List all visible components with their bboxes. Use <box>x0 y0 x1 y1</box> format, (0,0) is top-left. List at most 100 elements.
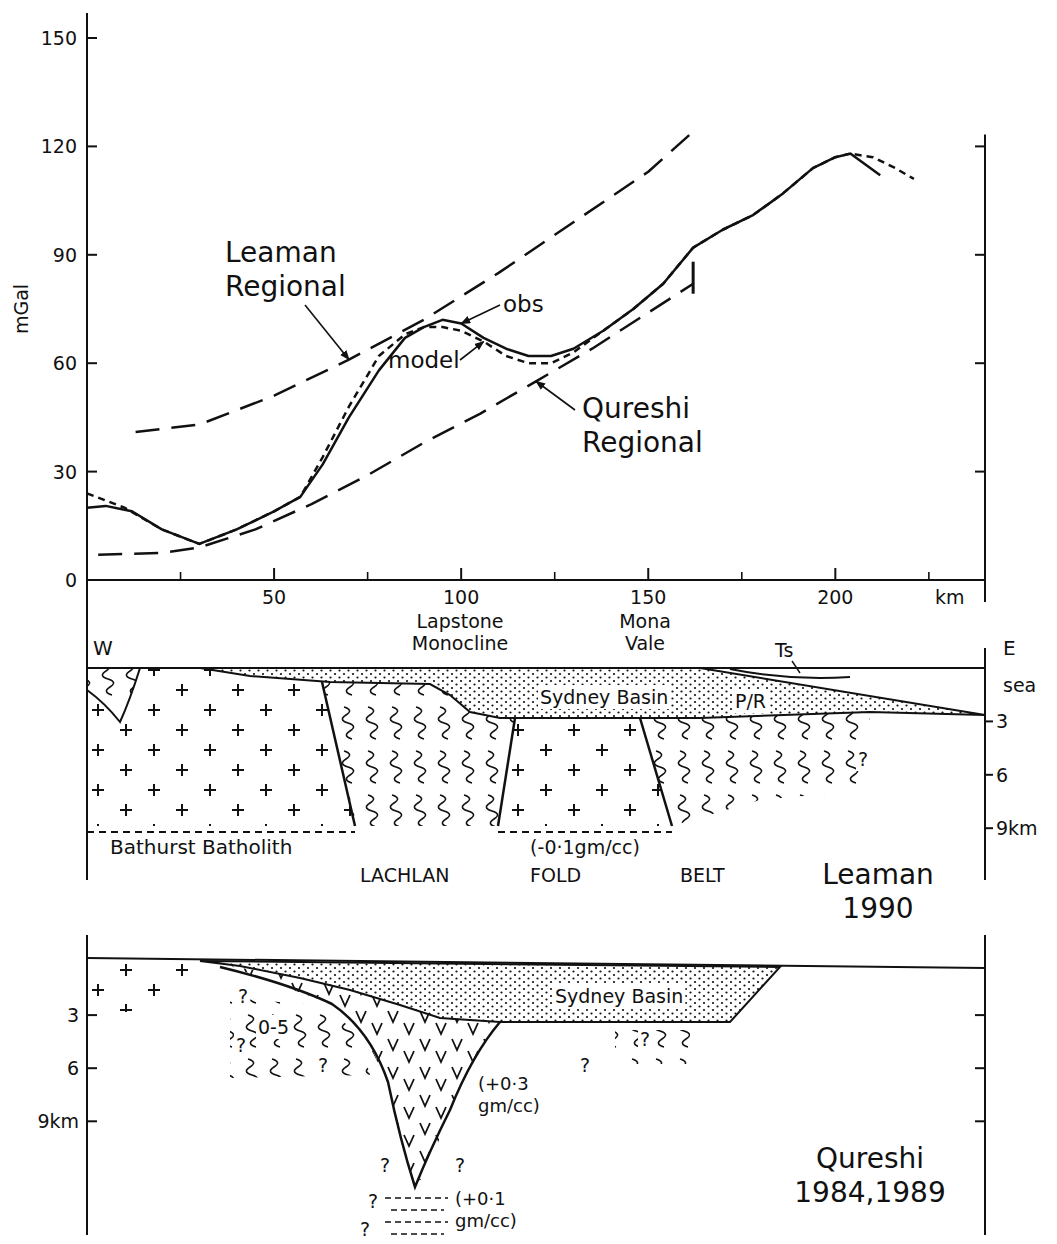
x-minor-tick <box>741 572 743 580</box>
series-line <box>98 284 693 555</box>
text-line: Leaman <box>822 858 934 891</box>
text-line: 30 <box>53 461 77 483</box>
place-label: LapstoneMonocline <box>412 610 508 654</box>
text-line: 150 <box>630 586 666 608</box>
text-line: Bathurst Batholith <box>110 835 292 859</box>
leader-line <box>792 661 800 673</box>
label-background <box>234 1033 248 1057</box>
text-line: (-0·1gm/cc) <box>530 836 640 858</box>
text-line: 9km <box>996 817 1038 839</box>
depth-tick <box>985 827 993 829</box>
depth-tick-label: 9km <box>996 817 1038 839</box>
series-annotation: LeamanRegional <box>225 236 346 303</box>
query-label: ? <box>368 1190 378 1212</box>
text-line: Ts <box>774 639 793 661</box>
annotation-arrow <box>305 305 349 360</box>
text-line: LACHLAN <box>360 864 449 886</box>
base-line <box>87 831 355 833</box>
y-tick-label: 90 <box>53 244 77 266</box>
query-label: ? <box>640 1028 650 1050</box>
text-line: Leaman <box>225 236 337 269</box>
depth-axis-right <box>984 935 986 1235</box>
label-background <box>638 1027 652 1051</box>
label-background <box>358 1217 372 1241</box>
depth-tick-right <box>975 1014 985 1016</box>
label-background <box>366 1189 380 1213</box>
fold-belt-unit <box>615 1030 690 1064</box>
text-line: ? <box>858 748 868 770</box>
direction-label: W <box>93 636 113 660</box>
x-tick <box>647 568 649 580</box>
text-line: ? <box>640 1028 650 1050</box>
x-tick-label: 50 <box>262 586 286 608</box>
query-label: ? <box>455 1154 465 1176</box>
label-background <box>733 689 768 713</box>
text-line: (+0·1 <box>455 1188 506 1209</box>
annotation-arrow <box>461 305 500 323</box>
label-background <box>316 1053 330 1077</box>
label-background <box>578 1053 592 1077</box>
belt-label: LACHLAN <box>360 864 449 886</box>
x-tick <box>460 568 462 580</box>
place-label: MonaVale <box>619 610 671 654</box>
layer-line <box>391 1233 444 1235</box>
text-line: E <box>1003 636 1016 660</box>
y-tick-right <box>975 471 985 473</box>
density-label: (+0·3gm/cc) <box>478 1073 540 1116</box>
annotation-arrow <box>536 381 575 410</box>
ts-lens <box>730 669 850 678</box>
y-tick <box>87 254 97 256</box>
text-line: Qureshi <box>582 392 690 425</box>
text-line: 3 <box>67 1004 79 1026</box>
text-line: Vale <box>625 632 665 654</box>
text-line: ? <box>368 1190 378 1212</box>
depth-tick <box>985 774 993 776</box>
label-background <box>453 1153 467 1177</box>
label-background <box>256 1015 291 1039</box>
text-line: 1990 <box>842 892 913 925</box>
x-tick <box>273 568 275 580</box>
base-line <box>498 831 672 833</box>
depth-tick <box>87 1014 97 1016</box>
text-line: 50 <box>262 586 286 608</box>
y-tick <box>87 145 97 147</box>
query-label: ? <box>238 985 248 1007</box>
fold-belt-unit <box>640 712 870 826</box>
series-line <box>87 154 880 544</box>
series-end-bar <box>692 262 695 294</box>
sea-label: sea <box>1003 674 1036 696</box>
query-label: ? <box>380 1154 390 1176</box>
text-line: Sydney Basin <box>555 985 683 1007</box>
section-title: Qureshi1984,1989 <box>794 1142 945 1209</box>
text-line: Monocline <box>412 632 508 654</box>
fault-boundary <box>498 718 515 826</box>
label-background <box>236 984 250 1008</box>
x-minor-tick <box>180 572 182 580</box>
text-line: 90 <box>53 244 77 266</box>
text-line: 1984,1989 <box>794 1176 945 1209</box>
text-line: gm/cc) <box>455 1210 517 1231</box>
text-line: Regional <box>225 270 346 303</box>
text-line: Mona <box>619 610 671 632</box>
depth-tick-label: 3 <box>67 1004 79 1026</box>
text-line: W <box>93 636 113 660</box>
text-line: Regional <box>582 426 703 459</box>
granite-unit <box>90 960 210 1012</box>
x-tick-label: 100 <box>443 586 479 608</box>
thickness-label: 0-5 <box>258 1016 289 1038</box>
label-background <box>856 747 870 771</box>
density-label: (-0·1gm/cc) <box>530 836 640 858</box>
text-line: 6 <box>67 1057 79 1079</box>
label-background <box>553 984 685 1008</box>
layer-line <box>385 1221 448 1223</box>
y-tick <box>87 471 97 473</box>
text-line: (+0·3 <box>478 1073 529 1094</box>
text-line: obs <box>503 291 544 317</box>
x-axis <box>87 579 985 581</box>
text-line: 100 <box>443 586 479 608</box>
text-line: ? <box>580 1054 590 1076</box>
annotation-arrow <box>460 342 484 360</box>
depth-tick-right <box>975 1120 985 1122</box>
text-line: gm/cc) <box>478 1095 540 1116</box>
text-line: Lapstone <box>417 610 504 632</box>
